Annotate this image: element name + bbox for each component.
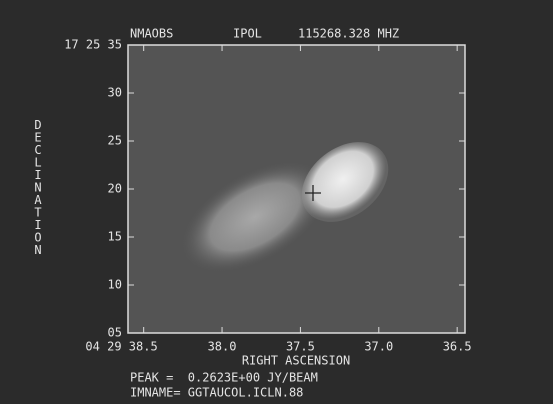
x-tick-label: 36.5 [443, 340, 472, 354]
frequency: 115268.328 MHZ [298, 27, 399, 41]
y-tick-label: 20 [108, 182, 122, 196]
y-tick-label: 17 25 35 [64, 38, 122, 52]
observatory: NMAOBS [130, 27, 173, 41]
emission-peak [301, 142, 389, 222]
y-tick-label: 05 [108, 326, 122, 340]
emission-extended [180, 161, 330, 273]
peak: PEAK = 0.2623E+00 JY/BEAM [130, 371, 318, 385]
cross [305, 185, 321, 201]
x-tick-label: 38.0 [208, 340, 237, 354]
y-tick-label: 25 [108, 134, 122, 148]
x-tick-label: 37.5 [286, 340, 315, 354]
polarization: IPOL [233, 27, 262, 41]
y-tick-label: 10 [108, 278, 122, 292]
image [180, 142, 389, 273]
y-tick-label: 30 [108, 86, 122, 100]
imname: IMNAME= GGTAUCOL.ICLN.88 [130, 386, 303, 400]
x-tick-label: 04 29 38.5 [85, 340, 157, 354]
x-axis-label: RIGHT ASCENSION [242, 354, 350, 368]
y-tick-label: 15 [108, 230, 122, 244]
x-tick-label: 37.0 [364, 340, 393, 354]
